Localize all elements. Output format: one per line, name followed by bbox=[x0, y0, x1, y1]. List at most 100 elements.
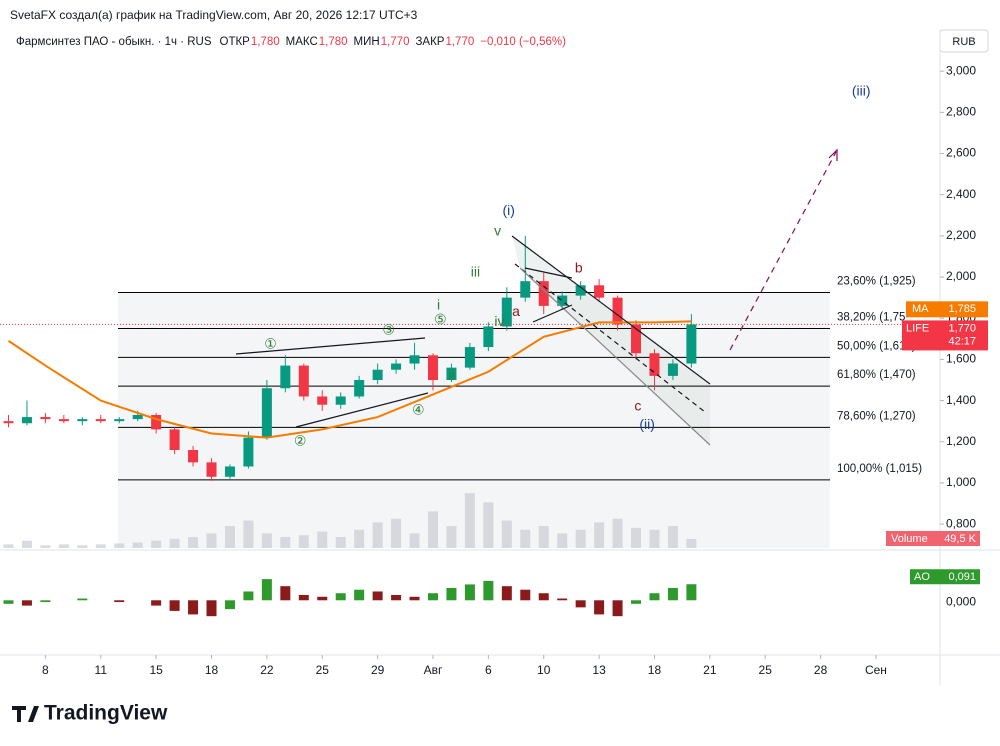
projection bbox=[729, 151, 837, 351]
volume-bar bbox=[409, 533, 420, 548]
wave-label: ① bbox=[264, 336, 277, 352]
ao-bar bbox=[649, 593, 660, 601]
ao-bar bbox=[206, 600, 217, 617]
wave-label: iv bbox=[494, 313, 504, 329]
ohlc-label: МИН bbox=[354, 36, 380, 48]
volume-bar bbox=[575, 529, 586, 548]
volume-bar bbox=[95, 544, 106, 548]
ao-bar bbox=[317, 596, 328, 601]
candle-body bbox=[631, 324, 642, 354]
candle-body bbox=[557, 295, 568, 306]
x-tick-label: 15 bbox=[149, 663, 163, 677]
price-box bbox=[902, 320, 988, 351]
y-tick-label: 2,600 bbox=[946, 146, 976, 160]
y-tick-label: 1,400 bbox=[946, 393, 976, 407]
candle-body bbox=[427, 355, 438, 380]
trendlines bbox=[235, 148, 838, 446]
ao-bar bbox=[667, 587, 678, 601]
y-tick-label: 0,800 bbox=[946, 516, 976, 530]
trendline bbox=[295, 392, 429, 428]
ao-bar bbox=[631, 600, 642, 604]
x-tick-label: 18 bbox=[205, 663, 219, 677]
candle-body bbox=[206, 462, 217, 477]
x-tick-label: 13 bbox=[592, 663, 606, 677]
channel bbox=[512, 236, 710, 445]
candle-body bbox=[446, 367, 457, 380]
trendline bbox=[514, 263, 706, 413]
ao-bar bbox=[151, 600, 162, 606]
ao-bar bbox=[427, 593, 438, 601]
wave-label: v bbox=[494, 222, 501, 238]
candle-body bbox=[40, 417, 51, 420]
x-tick-label: 28 bbox=[814, 663, 828, 677]
volume-bar bbox=[132, 542, 143, 548]
candle-body bbox=[464, 347, 475, 368]
ohlc: ОТКР 1,780 МАКС 1,780 МИН 1,770 ЗАКР 1,770 −0,01… bbox=[220, 36, 567, 48]
ma-value: 1,785 bbox=[948, 303, 976, 315]
fib-label: 61,80% (1,470) bbox=[837, 369, 916, 381]
candle-body bbox=[612, 297, 623, 325]
volume-bar bbox=[58, 544, 69, 548]
ao-zero: 0,000 bbox=[946, 594, 976, 608]
y-tick-label: 2,800 bbox=[946, 105, 976, 119]
volume-bar bbox=[188, 537, 199, 548]
ao-bar bbox=[335, 593, 346, 601]
volume-bar bbox=[427, 511, 438, 548]
plot: 0,8001,0001,2001,4001,6001,8002,0002,200… bbox=[0, 63, 976, 677]
ao-bar bbox=[188, 600, 199, 615]
wave-label: a bbox=[512, 303, 520, 319]
candle-body bbox=[132, 415, 143, 420]
ao-bar bbox=[612, 600, 623, 617]
candle-body bbox=[667, 363, 678, 376]
ao-bar bbox=[483, 580, 494, 601]
volume-bar bbox=[40, 545, 51, 548]
wave-label: ② bbox=[294, 432, 307, 448]
candle-body bbox=[21, 417, 32, 424]
candle-body bbox=[594, 285, 605, 298]
countdown: 42:17 bbox=[948, 335, 976, 347]
volume-bar bbox=[538, 526, 549, 548]
y-tick-label: 1,600 bbox=[946, 352, 976, 366]
ohlc-value: 1,770 bbox=[381, 36, 410, 48]
fib-label: 38,20% (1,75 bbox=[837, 312, 905, 324]
x-tick-label: Авг bbox=[424, 663, 443, 677]
candle-body bbox=[77, 419, 88, 422]
ao-bar bbox=[354, 589, 365, 601]
wave-label: i bbox=[437, 297, 440, 313]
volume-bar bbox=[21, 540, 32, 548]
ohlc-value: 1,780 bbox=[251, 36, 280, 48]
candle-body bbox=[243, 437, 254, 467]
volume-bar bbox=[151, 540, 162, 548]
candle-body bbox=[335, 396, 346, 405]
ao-box bbox=[910, 569, 980, 585]
wave-label: ii bbox=[448, 367, 454, 383]
ma-name: MA bbox=[912, 303, 929, 315]
ao-name: AO bbox=[914, 571, 930, 583]
volume-bar bbox=[354, 529, 365, 548]
candle-body bbox=[95, 419, 106, 422]
volume-bar bbox=[649, 529, 660, 548]
candle-body bbox=[501, 297, 512, 327]
volume-bar bbox=[77, 545, 88, 548]
volume-bar bbox=[169, 538, 180, 548]
ao-bar bbox=[169, 600, 180, 611]
ao-bar bbox=[557, 598, 568, 601]
ohlc-label: МАКС bbox=[286, 36, 318, 48]
volume-bar bbox=[280, 537, 291, 548]
volume-bar bbox=[206, 533, 217, 548]
ohlc-value: 1,780 bbox=[319, 36, 348, 48]
candle-body bbox=[409, 355, 420, 364]
volume-value: 49,5 K bbox=[944, 533, 976, 545]
change: −0,010 (−0,56%) bbox=[480, 36, 566, 48]
trendline bbox=[511, 235, 711, 385]
volume-bar bbox=[501, 520, 512, 548]
volume-bar bbox=[298, 535, 309, 548]
volume-name: Volume bbox=[891, 533, 928, 545]
ao-bar bbox=[464, 584, 475, 601]
ohlc-value: 1,770 bbox=[445, 36, 474, 48]
x-tick-label: 6 bbox=[485, 663, 492, 677]
ao-bar bbox=[409, 596, 420, 601]
volume-bar bbox=[520, 529, 531, 548]
candle-body bbox=[58, 419, 69, 422]
ao-bar bbox=[594, 600, 605, 615]
